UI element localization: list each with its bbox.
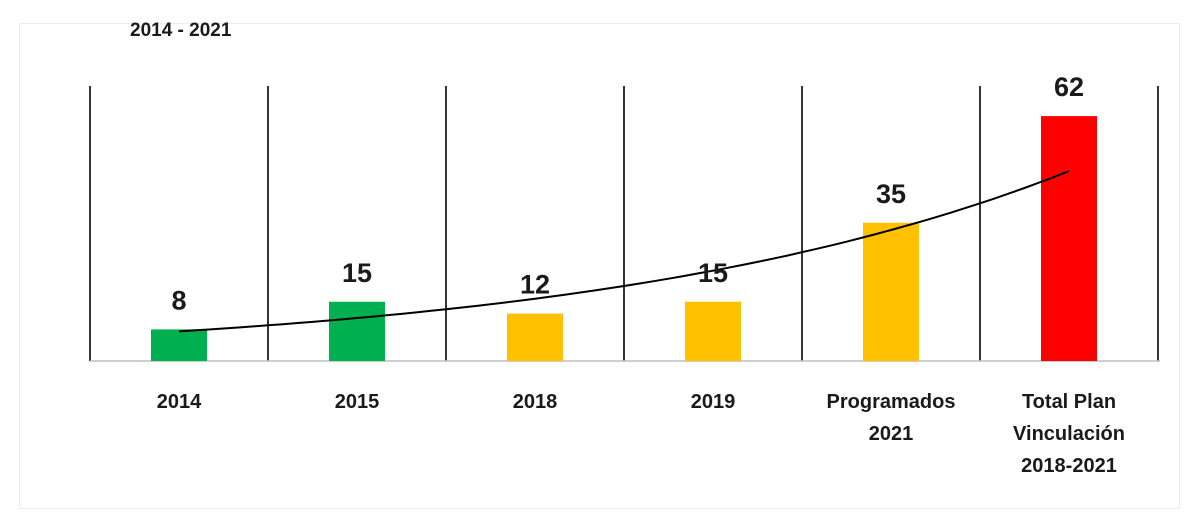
category-labels: 2014 2015 2018 2019 Programados 2021 Total Pla…	[157, 391, 1125, 477]
chart-title: 2014 - 2021	[130, 20, 232, 41]
data-label-1: 15	[342, 258, 372, 288]
chart-frame	[19, 23, 1180, 509]
bar-0	[151, 329, 207, 361]
data-labels: 8 15 12 15 35 62	[171, 72, 1084, 315]
bar-2	[507, 313, 563, 361]
category-label-1: 2015	[335, 391, 380, 413]
bar-5	[1041, 116, 1097, 361]
category-label-3: 2019	[691, 391, 736, 413]
data-label-4: 35	[876, 179, 906, 209]
category-separators	[89, 86, 1159, 361]
bar-4	[863, 222, 919, 361]
data-label-5: 62	[1054, 72, 1084, 102]
category-label-0: 2014	[157, 391, 202, 413]
bar-3	[685, 301, 741, 361]
bars	[151, 116, 1097, 361]
category-label-2: 2018	[513, 391, 558, 413]
data-label-2: 12	[520, 270, 550, 300]
data-label-3: 15	[698, 258, 728, 288]
bar-1	[329, 301, 385, 361]
data-label-0: 8	[171, 285, 186, 315]
category-label-4: Programados 2021	[827, 391, 956, 445]
trendline	[178, 170, 1070, 333]
category-label-5: Total Plan Vinculación 2018-2021	[1013, 391, 1125, 477]
